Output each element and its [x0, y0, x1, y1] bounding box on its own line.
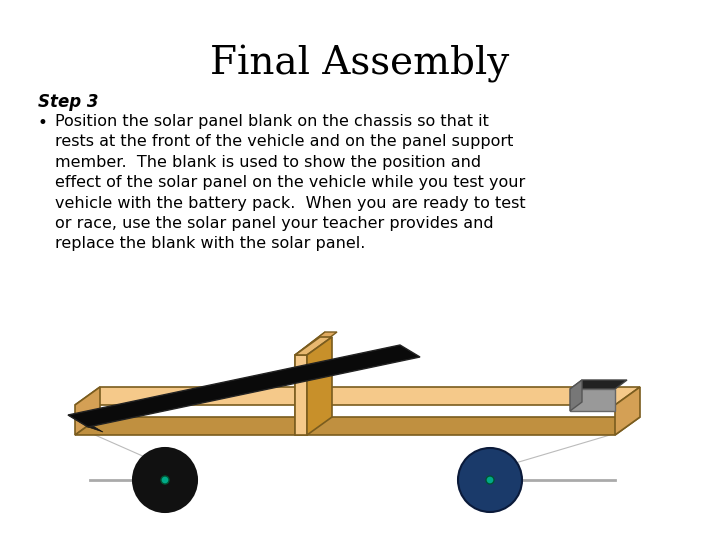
Text: Step 3: Step 3: [38, 93, 99, 111]
Polygon shape: [68, 415, 103, 432]
Polygon shape: [570, 380, 627, 389]
Circle shape: [133, 448, 197, 512]
Text: Position the solar panel blank on the chassis so that it
rests at the front of t: Position the solar panel blank on the ch…: [55, 114, 526, 252]
Polygon shape: [570, 380, 582, 411]
Circle shape: [486, 476, 494, 484]
Polygon shape: [75, 387, 640, 405]
Text: •: •: [38, 114, 48, 132]
Polygon shape: [68, 345, 420, 427]
Polygon shape: [295, 355, 307, 435]
Polygon shape: [295, 337, 332, 355]
Polygon shape: [75, 417, 640, 435]
Circle shape: [161, 476, 169, 484]
Polygon shape: [570, 389, 615, 411]
Polygon shape: [295, 332, 337, 355]
Polygon shape: [615, 387, 640, 435]
Polygon shape: [307, 337, 332, 435]
Text: Final Assembly: Final Assembly: [210, 45, 510, 83]
Polygon shape: [295, 332, 325, 435]
Polygon shape: [75, 387, 100, 435]
Circle shape: [458, 448, 522, 512]
